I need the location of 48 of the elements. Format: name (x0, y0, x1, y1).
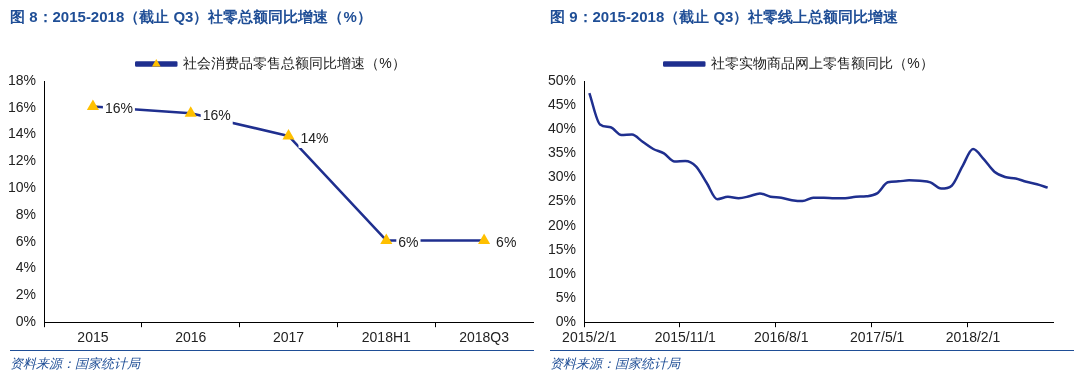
chart-title: 图 8：2015-2018（截止 Q3）社零总额同比增速（%） (9, 7, 373, 27)
data-label: 16% (104, 100, 133, 117)
y-tick-label: 15% (547, 240, 577, 257)
y-tick-label: 45% (547, 95, 577, 112)
y-tick-label: 18% (7, 71, 37, 88)
x-tick-label: 2017 (272, 329, 305, 346)
y-tick-label: 25% (547, 192, 577, 209)
y-tick-label: 10% (547, 264, 577, 281)
data-label: 6% (398, 234, 419, 251)
line-series (588, 91, 1049, 203)
data-label: 16% (202, 107, 231, 124)
y-tick-label: 14% (7, 125, 37, 142)
point (478, 233, 491, 244)
legend-label: 社零实物商品网上零售额同比（%） (711, 54, 934, 71)
text: 资料来源：国家统计局 (10, 350, 534, 373)
y-tick-label: 35% (547, 144, 577, 161)
text: 资料来源：国家统计局 (550, 350, 1074, 373)
y-tick-label: 4% (15, 259, 37, 276)
y-tick-label: 0% (555, 313, 577, 330)
x-tick-label: 2018/2/1 (945, 329, 1001, 346)
y-tick-label: 10% (7, 179, 37, 196)
chart-title: 图 9：2015-2018（截止 Q3）社零线上总额同比增速 (549, 7, 900, 27)
point (184, 106, 197, 117)
x-tick-label: 2015/2/1 (562, 329, 617, 346)
point (282, 128, 295, 140)
x-tick-label: 2018Q3 (459, 329, 510, 346)
data-label: 6% (496, 234, 517, 251)
x-tick-label: 2016 (175, 329, 207, 346)
data-label: 14% (300, 129, 329, 146)
y-tick-label: 6% (15, 232, 37, 249)
y-tick-label: 2% (15, 286, 37, 303)
y-tick-label: 40% (547, 120, 577, 137)
x-tick-label: 2016/8/1 (753, 329, 809, 346)
y-tick-label: 50% (547, 71, 577, 88)
x-tick-label: 2017/5/1 (849, 329, 905, 346)
x-tick-label: 2015 (77, 329, 109, 346)
point (380, 233, 393, 244)
y-tick-label: 5% (555, 288, 577, 305)
y-tick-label: 0% (15, 313, 37, 330)
y-tick-label: 16% (7, 98, 37, 115)
legend-label: 社会消费品零售总额同比增速（%） (183, 54, 406, 71)
y-tick-label: 8% (15, 205, 37, 222)
y-tick-label: 20% (547, 216, 577, 233)
point (86, 99, 99, 110)
x-tick-label: 2018H1 (361, 329, 412, 346)
y-tick-label: 12% (7, 152, 37, 169)
y-tick-label: 30% (547, 168, 577, 185)
x-tick-label: 2015/11/1 (654, 329, 717, 346)
